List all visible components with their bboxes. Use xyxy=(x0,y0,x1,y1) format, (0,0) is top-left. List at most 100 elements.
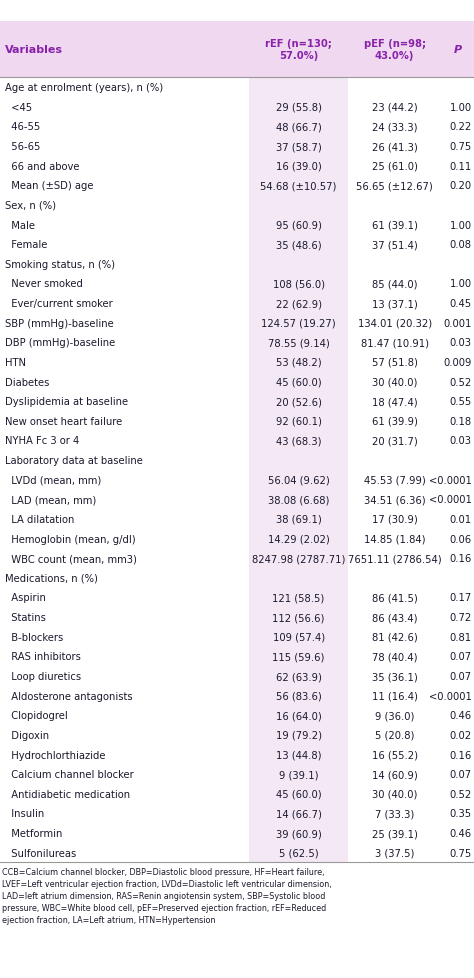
Text: 16 (55.2): 16 (55.2) xyxy=(372,750,418,760)
Text: 34.51 (6.36): 34.51 (6.36) xyxy=(364,495,426,505)
Text: 7 (33.3): 7 (33.3) xyxy=(375,809,414,819)
Text: 0.52: 0.52 xyxy=(449,789,472,799)
Text: Never smoked: Never smoked xyxy=(5,279,82,289)
Text: 37 (58.7): 37 (58.7) xyxy=(276,142,321,152)
Text: 0.72: 0.72 xyxy=(449,612,472,622)
Text: 30 (40.0): 30 (40.0) xyxy=(372,789,417,799)
Text: Clopidogrel: Clopidogrel xyxy=(5,711,67,721)
Text: 1.00: 1.00 xyxy=(449,103,472,112)
Text: 115 (59.6): 115 (59.6) xyxy=(273,651,325,662)
Text: Ever/current smoker: Ever/current smoker xyxy=(5,298,112,309)
Text: 22 (62.9): 22 (62.9) xyxy=(275,298,322,309)
Text: 0.46: 0.46 xyxy=(449,828,472,838)
Text: 1.00: 1.00 xyxy=(449,220,472,230)
Text: 0.001: 0.001 xyxy=(443,319,472,329)
Text: New onset heart failure: New onset heart failure xyxy=(5,417,122,426)
Text: 66 and above: 66 and above xyxy=(5,161,79,171)
Text: 13 (37.1): 13 (37.1) xyxy=(372,298,418,309)
Text: 14 (66.7): 14 (66.7) xyxy=(276,809,321,819)
Text: 7651.11 (2786.54): 7651.11 (2786.54) xyxy=(348,554,441,563)
Text: 121 (58.5): 121 (58.5) xyxy=(273,593,325,602)
Text: Calcium channel blocker: Calcium channel blocker xyxy=(5,770,134,779)
Text: 61 (39.1): 61 (39.1) xyxy=(372,220,418,230)
Text: 11 (16.4): 11 (16.4) xyxy=(372,690,418,701)
Text: 0.46: 0.46 xyxy=(449,711,472,721)
Text: Dyslipidemia at baseline: Dyslipidemia at baseline xyxy=(5,397,128,407)
Text: 0.35: 0.35 xyxy=(449,809,472,819)
Text: 45 (60.0): 45 (60.0) xyxy=(276,378,321,387)
Text: 43 (68.3): 43 (68.3) xyxy=(276,436,321,446)
Text: 78 (40.4): 78 (40.4) xyxy=(372,651,417,662)
Text: 0.08: 0.08 xyxy=(450,240,472,250)
Bar xyxy=(0,22,474,78)
Text: CCB=Calcium channel blocker, DBP=Diastolic blood pressure, HF=Heart failure,
LVE: CCB=Calcium channel blocker, DBP=Diastol… xyxy=(2,867,332,923)
Text: Male: Male xyxy=(5,220,35,230)
Text: 25 (61.0): 25 (61.0) xyxy=(372,161,418,171)
Text: 38.08 (6.68): 38.08 (6.68) xyxy=(268,495,329,505)
Text: 37 (51.4): 37 (51.4) xyxy=(372,240,418,250)
Text: 85 (44.0): 85 (44.0) xyxy=(372,279,417,289)
Text: 108 (56.0): 108 (56.0) xyxy=(273,279,325,289)
Text: 56-65: 56-65 xyxy=(5,142,40,152)
Text: LVDd (mean, mm): LVDd (mean, mm) xyxy=(5,475,101,485)
Text: Hemoglobin (mean, g/dl): Hemoglobin (mean, g/dl) xyxy=(5,534,136,544)
Text: 0.11: 0.11 xyxy=(449,161,472,171)
Text: 53 (48.2): 53 (48.2) xyxy=(276,358,321,368)
Text: 0.07: 0.07 xyxy=(449,651,472,662)
Text: 35 (36.1): 35 (36.1) xyxy=(372,671,418,682)
Text: 54.68 (±10.57): 54.68 (±10.57) xyxy=(260,181,337,191)
Text: Medications, n (%): Medications, n (%) xyxy=(5,573,98,583)
Text: 14 (60.9): 14 (60.9) xyxy=(372,770,418,779)
Text: 134.01 (20.32): 134.01 (20.32) xyxy=(357,319,432,329)
Text: 46-55: 46-55 xyxy=(5,122,40,132)
Text: 39 (60.9): 39 (60.9) xyxy=(276,828,321,838)
Text: 5 (62.5): 5 (62.5) xyxy=(279,848,319,858)
Text: Smoking status, n (%): Smoking status, n (%) xyxy=(5,259,115,270)
Text: <0.0001: <0.0001 xyxy=(429,475,472,485)
Text: rEF (n=130;
57.0%): rEF (n=130; 57.0%) xyxy=(265,39,332,61)
Text: 0.18: 0.18 xyxy=(449,417,472,426)
Bar xyxy=(249,22,348,863)
Text: B-blockers: B-blockers xyxy=(5,632,63,643)
Text: 48 (66.7): 48 (66.7) xyxy=(276,122,321,132)
Text: 124.57 (19.27): 124.57 (19.27) xyxy=(261,319,336,329)
Text: 0.55: 0.55 xyxy=(449,397,472,407)
Text: 0.45: 0.45 xyxy=(449,298,472,309)
Text: 0.009: 0.009 xyxy=(443,358,472,368)
Text: Insulin: Insulin xyxy=(5,809,44,819)
Text: Sulfonilureas: Sulfonilureas xyxy=(5,848,76,858)
Text: 0.75: 0.75 xyxy=(449,142,472,152)
Text: RAS inhibitors: RAS inhibitors xyxy=(5,651,81,662)
Text: Loop diuretics: Loop diuretics xyxy=(5,671,81,682)
Text: 14.85 (1.84): 14.85 (1.84) xyxy=(364,534,425,544)
Text: 9 (39.1): 9 (39.1) xyxy=(279,770,319,779)
Text: 26 (41.3): 26 (41.3) xyxy=(372,142,418,152)
Text: 25 (39.1): 25 (39.1) xyxy=(372,828,418,838)
Text: 56 (83.6): 56 (83.6) xyxy=(276,690,321,701)
Text: 0.06: 0.06 xyxy=(449,534,472,544)
Text: 0.03: 0.03 xyxy=(450,338,472,348)
Text: Metformin: Metformin xyxy=(5,828,62,838)
Text: 0.07: 0.07 xyxy=(449,770,472,779)
Text: 0.16: 0.16 xyxy=(449,750,472,760)
Text: Statins: Statins xyxy=(5,612,46,622)
Text: Antidiabetic medication: Antidiabetic medication xyxy=(5,789,130,799)
Text: 81.47 (10.91): 81.47 (10.91) xyxy=(361,338,428,348)
Text: 86 (43.4): 86 (43.4) xyxy=(372,612,417,622)
Text: 0.07: 0.07 xyxy=(449,671,472,682)
Text: 45 (60.0): 45 (60.0) xyxy=(276,789,321,799)
Text: 38 (69.1): 38 (69.1) xyxy=(276,514,321,524)
Text: 0.17: 0.17 xyxy=(449,593,472,602)
Text: 0.52: 0.52 xyxy=(449,378,472,387)
Text: 0.81: 0.81 xyxy=(449,632,472,643)
Text: HTN: HTN xyxy=(5,358,26,368)
Text: 56.04 (9.62): 56.04 (9.62) xyxy=(268,475,329,485)
Text: 24 (33.3): 24 (33.3) xyxy=(372,122,417,132)
Text: 23 (44.2): 23 (44.2) xyxy=(372,103,418,112)
Text: 13 (44.8): 13 (44.8) xyxy=(276,750,321,760)
Text: Aldosterone antagonists: Aldosterone antagonists xyxy=(5,690,132,701)
Text: 78.55 (9.14): 78.55 (9.14) xyxy=(268,338,329,348)
Text: 17 (30.9): 17 (30.9) xyxy=(372,514,418,524)
Text: 0.20: 0.20 xyxy=(449,181,472,191)
Text: 0.02: 0.02 xyxy=(449,731,472,740)
